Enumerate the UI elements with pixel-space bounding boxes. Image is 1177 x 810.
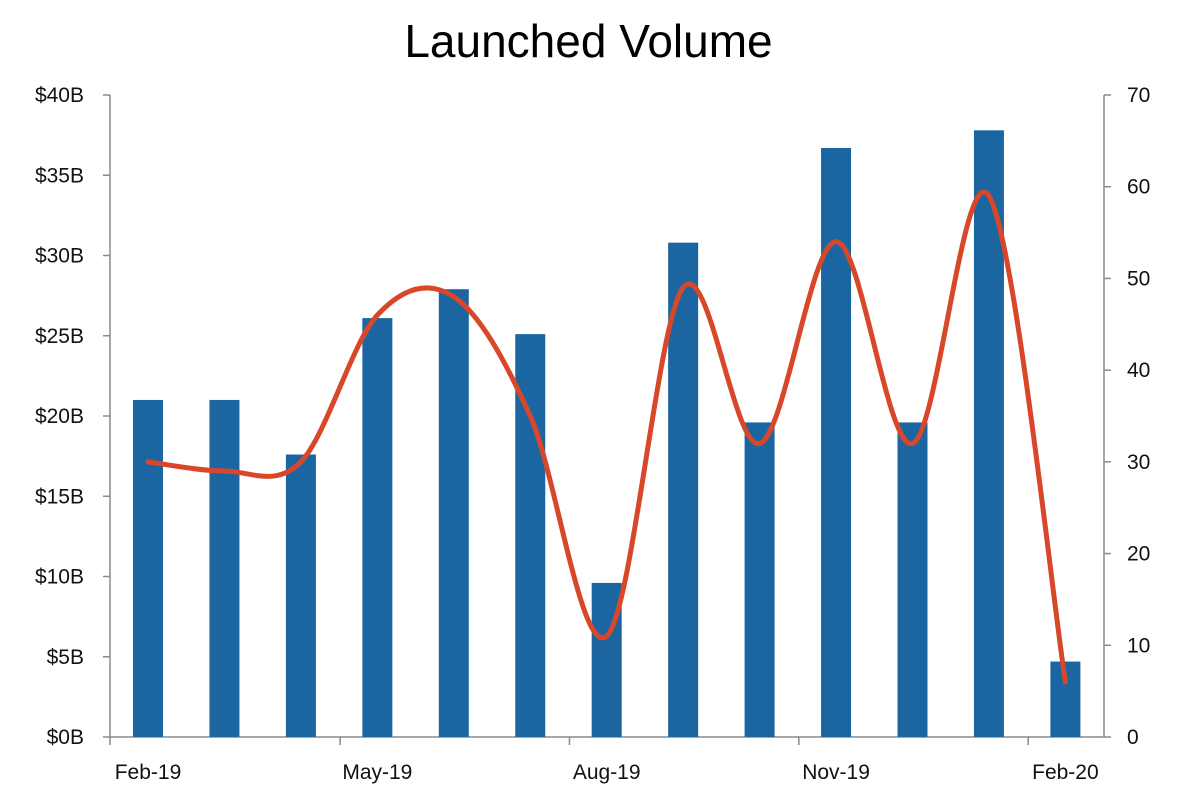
x-tick-label: Aug-19 (573, 761, 641, 784)
y-right-tick-label: 60 (1127, 176, 1150, 199)
y-left-tick-label: $35B (35, 164, 84, 187)
bar (438, 289, 469, 737)
chart-title: Launched Volume (404, 15, 773, 67)
y-left-tick-label: $10B (35, 566, 84, 589)
y-left-tick-label: $0B (47, 726, 84, 749)
bar (744, 422, 775, 737)
y-right-tick-label: 50 (1127, 267, 1150, 290)
y-left-tick-label: $5B (47, 646, 84, 669)
bar (515, 334, 546, 737)
bar (362, 318, 393, 737)
y-left-tick-label: $15B (35, 485, 84, 508)
x-tick-label: Nov-19 (802, 761, 870, 784)
bars (133, 130, 1081, 738)
bar (897, 422, 928, 737)
x-tick-label: Feb-19 (115, 761, 182, 784)
bar (285, 454, 316, 737)
bar (668, 242, 699, 737)
y-right-tick-label: 70 (1127, 84, 1150, 107)
line-series (145, 189, 1068, 685)
x-tick-label: Feb-20 (1032, 761, 1099, 784)
bar (133, 399, 163, 737)
y-right-tick-label: 10 (1127, 634, 1150, 657)
line-path (145, 189, 1068, 685)
y-right-tick-label: 40 (1127, 359, 1150, 382)
y-right-tick-label: 20 (1127, 543, 1150, 566)
y-right-tick-label: 30 (1127, 451, 1150, 474)
bar (209, 399, 240, 737)
tick-labels: $0B $5B $10B $15B $20B $25B $30B $35B $40B 0 10 20 3… (35, 84, 1150, 784)
y-right-tick-label: 0 (1127, 726, 1139, 749)
x-tick-label: May-19 (342, 761, 412, 784)
y-left-tick-label: $30B (35, 245, 84, 268)
y-left-tick-label: $20B (35, 405, 84, 428)
y-left-tick-label: $25B (35, 325, 84, 348)
bar (821, 147, 852, 738)
y-left-tick-label: $40B (35, 84, 84, 107)
